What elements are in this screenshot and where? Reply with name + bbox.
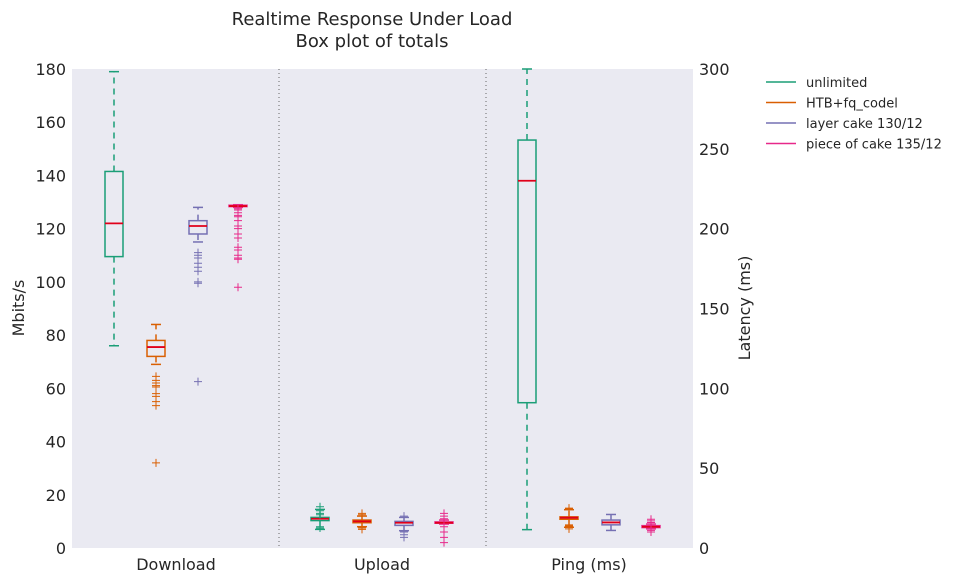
outlier-point <box>234 255 242 264</box>
box-htb-fq-codel-upload <box>352 509 372 534</box>
plot-area <box>72 69 693 548</box>
box-piece-of-cake-135-12-download <box>228 203 248 292</box>
outlier-point <box>400 512 408 521</box>
left-tick-label: 20 <box>46 486 66 505</box>
left-tick-label: 100 <box>35 273 66 292</box>
box-layer-cake-130-12-ping-ms- <box>601 513 621 532</box>
box-iqr <box>517 139 537 404</box>
right-tick-label: 50 <box>699 459 719 478</box>
legend-label: layer cake 130/12 <box>806 117 923 132</box>
left-axis-ticks: 0 20 40 60 80 100 120 140 160 180 <box>35 60 66 558</box>
x-axis-ticks: Download Upload Ping (ms) <box>136 555 627 574</box>
outlier-point <box>234 233 242 242</box>
outlier-point <box>358 525 366 534</box>
x-tick-label: Upload <box>354 555 410 574</box>
right-tick-label: 100 <box>699 379 730 398</box>
outlier-point <box>152 458 160 467</box>
legend-item-2: HTB+fq_codel <box>766 97 898 112</box>
box-htb-fq-codel-ping-ms- <box>559 504 579 533</box>
outlier-point <box>358 510 366 519</box>
outlier-point <box>316 510 324 519</box>
right-tick-label: 300 <box>699 60 730 79</box>
legend-item-1: unlimited <box>766 76 867 91</box>
legend-label: unlimited <box>806 76 867 91</box>
box-htb-fq-codel-download <box>146 323 166 467</box>
left-tick-label: 180 <box>35 60 66 79</box>
outlier-point <box>152 401 160 410</box>
outlier-point <box>565 504 573 513</box>
legend-label: piece of cake 135/12 <box>806 138 942 153</box>
box-iqr <box>146 339 166 358</box>
y-axis-label-left: Mbits/s <box>9 280 28 337</box>
legend-item-3: layer cake 130/12 <box>766 117 923 132</box>
outlier-point <box>647 518 655 527</box>
left-tick-label: 160 <box>35 113 66 132</box>
outlier-point <box>440 514 448 523</box>
outlier-point <box>565 524 573 533</box>
chart-subtitle: Box plot of totals <box>295 31 448 52</box>
legend-item-4: piece of cake 135/12 <box>766 138 942 153</box>
right-tick-label: 250 <box>699 140 730 159</box>
y-axis-label-right: Latency (ms) <box>735 256 754 361</box>
outlier-point <box>400 533 408 542</box>
box-iqr <box>188 219 208 235</box>
right-axis-ticks: 0 50 100 150 200 250 300 <box>699 60 730 558</box>
box-unlimited-upload <box>310 502 330 533</box>
left-tick-label: 0 <box>56 539 66 558</box>
box-unlimited-ping-ms- <box>517 68 537 531</box>
box-unlimited-download <box>104 70 124 347</box>
box-iqr <box>104 170 124 258</box>
legend-label: HTB+fq_codel <box>806 97 898 112</box>
right-tick-label: 0 <box>699 539 709 558</box>
chart-title: Realtime Response Under Load <box>232 9 513 30</box>
x-tick-label: Download <box>136 555 216 574</box>
right-tick-label: 150 <box>699 300 730 319</box>
left-tick-label: 60 <box>46 379 66 398</box>
x-tick-label: Ping (ms) <box>551 555 627 574</box>
box-piece-of-cake-135-12-ping-ms- <box>641 515 661 537</box>
left-tick-label: 120 <box>35 220 66 239</box>
outlier-point <box>194 279 202 288</box>
box-layer-cake-130-12-upload <box>394 512 414 542</box>
left-tick-label: 80 <box>46 326 66 345</box>
outlier-point <box>194 267 202 276</box>
outlier-point <box>234 283 242 292</box>
outlier-point <box>194 377 202 386</box>
left-tick-label: 140 <box>35 166 66 185</box>
box-plots <box>104 68 661 547</box>
outlier-point <box>440 538 448 547</box>
right-tick-label: 200 <box>699 220 730 239</box>
left-tick-label: 40 <box>46 433 66 452</box>
outlier-point <box>316 524 324 533</box>
box-piece-of-cake-135-12-upload <box>434 509 454 547</box>
outlier-point <box>647 528 655 537</box>
box-layer-cake-130-12-download <box>188 206 208 386</box>
